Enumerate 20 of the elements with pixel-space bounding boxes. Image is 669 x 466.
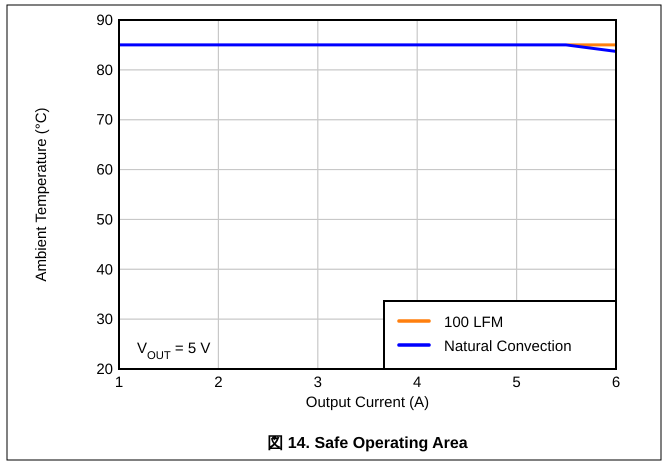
y-tick: 60	[96, 162, 113, 179]
legend-label: Natural Convection	[444, 338, 572, 355]
y-tick: 80	[96, 62, 113, 79]
y-tick: 90	[96, 12, 113, 29]
y-tick: 20	[96, 361, 113, 378]
xlabel: Output Current (A)	[306, 394, 430, 411]
ylabel: Ambient Temperature (°C)	[33, 107, 50, 282]
y-tick: 70	[96, 112, 113, 129]
y-tick: 40	[96, 261, 113, 278]
x-tick: 1	[114, 374, 124, 391]
x-tick: 6	[612, 374, 620, 391]
x-tick: 4	[413, 374, 422, 391]
y-tick: 30	[96, 311, 113, 328]
legend-label: 100 LFM	[444, 314, 504, 331]
x-tick: 5	[512, 374, 521, 391]
x-tick: 2	[214, 374, 223, 391]
annotation: V$_{OUT}$ = 5 V	[137, 340, 210, 362]
x-tick: 3	[314, 374, 322, 391]
title: 図 14. Safe Operating Area	[267, 435, 468, 452]
y-tick: 50	[96, 211, 113, 228]
